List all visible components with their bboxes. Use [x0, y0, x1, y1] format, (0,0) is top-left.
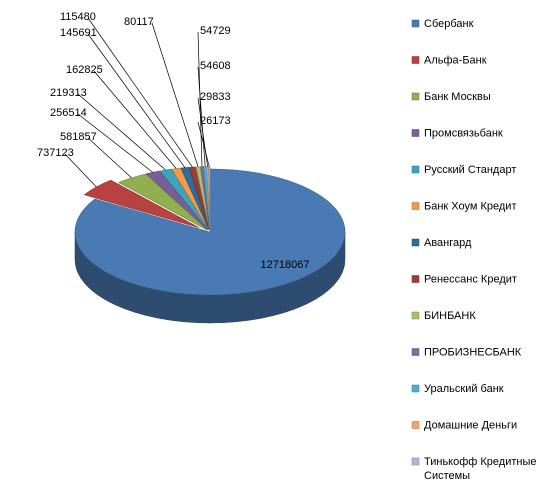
- legend-swatch-10: [411, 384, 420, 393]
- slice-3: [145, 170, 209, 231]
- legend-label-0: Сбербанк: [424, 18, 474, 30]
- data-label-5: 162825: [66, 64, 103, 76]
- slice-2: [118, 173, 208, 231]
- legend-swatch-0: [411, 19, 420, 28]
- data-label-4: 219313: [50, 87, 87, 99]
- legend-label-11: Домашние Деньги: [424, 419, 517, 431]
- leader-line-3: [77, 113, 154, 173]
- legend-swatch-4: [411, 165, 420, 174]
- legend-swatch-12: [411, 457, 420, 466]
- slice-12: [208, 166, 211, 230]
- data-label-0: 12718067: [261, 259, 310, 271]
- legend-swatch-5: [411, 202, 420, 210]
- data-label-3: 256514: [50, 107, 87, 119]
- legend-swatch-9: [411, 348, 420, 356]
- legend-label-3: Промсвязьбанк: [424, 127, 503, 139]
- legend-label-7: Ренессанс Кредит: [424, 273, 517, 285]
- leader-line-5: [93, 70, 177, 169]
- data-labels: 12718067 737123 581857 256514 219313 162825 14…: [37, 11, 309, 271]
- leader-line-12: [197, 121, 210, 167]
- legend-label-12: Тинькофф Кредитные Системы: [424, 456, 537, 482]
- data-label-10: 54608: [200, 60, 231, 72]
- legend-label-1: Альфа-Банк: [424, 54, 487, 66]
- legend-swatch-6: [411, 238, 420, 247]
- leader-line-7: [87, 17, 193, 168]
- legend-swatch-3: [411, 129, 420, 137]
- legend-swatch-1: [411, 56, 420, 64]
- leader-line-10: [197, 66, 206, 167]
- legend-swatch-7: [411, 275, 420, 283]
- legend-label-9: ПРОБИЗНЕСБАНК: [424, 346, 522, 358]
- legend-label-4: Русский Стандарт: [424, 164, 516, 176]
- leader-line-4: [77, 93, 166, 171]
- slice-tops: [74, 166, 346, 296]
- slice-4: [159, 168, 209, 230]
- leader-line-11: [197, 97, 208, 167]
- legend: Сбербанк Альфа-Банк Банк Москвы Промсвязьба…: [411, 18, 537, 482]
- legend-swatch-8: [411, 311, 420, 320]
- data-label-12: 26173: [200, 115, 231, 127]
- legend-swatch-2: [411, 92, 420, 101]
- legend-label-5: Банк Хоум Кредит: [424, 200, 517, 212]
- leader-line-1: [64, 153, 97, 188]
- data-label-2: 581857: [60, 131, 97, 143]
- legend-label-8: БИНБАНК: [424, 310, 476, 322]
- data-label-11: 29833: [200, 91, 231, 103]
- data-label-9: 54729: [200, 25, 231, 37]
- legend-label-6: Авангард: [424, 237, 472, 249]
- slice-1: [83, 179, 200, 229]
- data-label-6: 145691: [60, 27, 97, 39]
- leader-line-6: [87, 33, 186, 168]
- legend-label-10: Уральский банк: [424, 383, 504, 395]
- legend-label-2: Банк Москвы: [424, 91, 491, 103]
- slice-0: [74, 168, 346, 296]
- data-label-8: 80117: [124, 16, 154, 28]
- data-label-1: 737123: [37, 147, 74, 159]
- leader-line-2: [87, 137, 132, 179]
- data-label-7: 115480: [60, 11, 96, 23]
- leader-line-8: [151, 22, 199, 168]
- legend-swatch-11: [411, 421, 420, 429]
